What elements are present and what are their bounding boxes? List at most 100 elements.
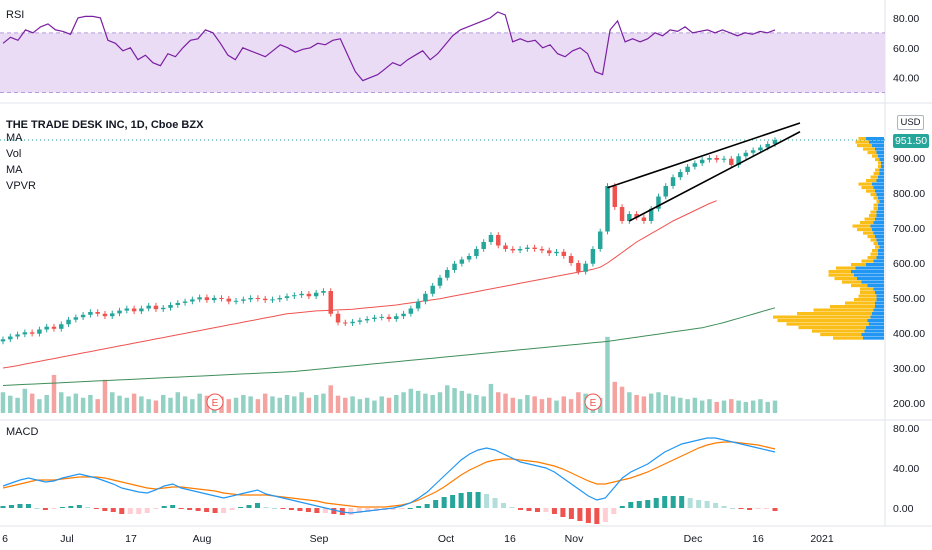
rsi-line [2, 11, 776, 82]
candle-body [648, 208, 654, 221]
volume-bar [321, 393, 326, 413]
volume-profile-down [786, 322, 869, 326]
macd-pane[interactable] [0, 437, 778, 524]
macd-histogram-bar [534, 508, 540, 512]
macd-title: MACD [6, 426, 39, 438]
volume-profile-down [867, 256, 877, 260]
volume-profile-up [873, 221, 884, 225]
volume-profile-up [866, 326, 884, 330]
volume-profile-up [873, 231, 884, 235]
candle-body [401, 313, 406, 317]
macd-histogram-bar [577, 508, 583, 521]
volume-bar [8, 395, 13, 413]
volume-profile-down [870, 238, 877, 242]
macd-histogram-bar [348, 508, 354, 515]
axis-layer: 80.0060.0040.00900.00800.00700.00600.005… [2, 13, 925, 545]
candle-body [117, 310, 122, 314]
volume-profile-up [876, 214, 884, 218]
macd-histogram-bar [670, 496, 676, 508]
volume-profile-down [828, 270, 851, 274]
volume-bar [350, 396, 355, 413]
macd-histogram-bar [424, 504, 430, 508]
macd-histogram-bar [204, 508, 210, 512]
rsi-pane[interactable] [0, 11, 885, 94]
candle-body [292, 295, 297, 297]
candle-body [270, 299, 275, 301]
macd-histogram-bar [653, 498, 659, 508]
volume-bar [262, 393, 268, 413]
volume-profile-up [876, 256, 884, 260]
macd-histogram-bar [763, 508, 770, 509]
rsi-title: RSI [6, 9, 25, 21]
candle-body [364, 319, 370, 321]
volume-bar [117, 395, 122, 413]
volume-bar [423, 393, 428, 413]
volume-profile-down [866, 189, 875, 193]
indicator-label-vol[interactable]: Vol [6, 148, 22, 160]
currency-selector[interactable]: USD [897, 115, 924, 130]
macd-axis-tick-1: 40.00 [893, 463, 919, 475]
volume-profile-down [857, 228, 872, 232]
volume-profile-down [872, 154, 878, 158]
candle-body [146, 305, 151, 309]
macd-histogram-bar [458, 493, 464, 508]
volume-bar [721, 400, 727, 413]
volume-bar [437, 392, 443, 413]
candle-body [153, 305, 159, 310]
volume-profile-up [870, 224, 884, 228]
volume-profile-down [834, 277, 857, 281]
candle-body [277, 298, 282, 300]
candle-body [394, 316, 399, 319]
candle-body [110, 313, 115, 317]
volume-bar [510, 397, 516, 413]
volume-bar [401, 392, 406, 413]
time-axis-tick-8: Dec [684, 533, 703, 545]
volume-bar [729, 399, 734, 413]
volume-profile-down [867, 235, 875, 239]
macd-histogram-bar [322, 508, 328, 513]
candle-body [546, 250, 552, 254]
volume-bar [277, 397, 282, 413]
candle-body [372, 317, 377, 319]
candle-body [80, 314, 86, 318]
volume-bar [313, 395, 319, 413]
volume-bar [386, 397, 392, 413]
candle-body [15, 334, 20, 337]
candle-body [765, 144, 770, 148]
volume-bar [168, 397, 173, 413]
candle-body [496, 235, 501, 246]
indicator-label-ma-2[interactable]: MA [6, 164, 23, 176]
candle-body [707, 158, 712, 160]
volume-profile-up [875, 301, 884, 305]
macd-histogram-bar [305, 508, 311, 512]
macd-histogram-bar [645, 500, 651, 508]
rsi-axis-tick-0: 80.00 [893, 13, 919, 25]
candle-body [415, 301, 421, 309]
volume-profile-up [878, 242, 884, 246]
macd-histogram-bar [560, 508, 566, 517]
volume-profile-down [820, 333, 862, 337]
volume-bar [95, 399, 100, 413]
candle-body [590, 249, 596, 264]
candle-body [561, 251, 567, 256]
volume-bar [190, 399, 195, 413]
volume-profile-up [876, 238, 884, 242]
volume-profile-up [875, 189, 884, 193]
macd-histogram-bar [450, 495, 456, 508]
indicator-label-ma-1[interactable]: MA [6, 132, 23, 144]
volume-bar [270, 396, 275, 413]
macd-histogram-bar [543, 508, 549, 512]
candle-body [517, 249, 523, 251]
volume-bar [758, 399, 763, 413]
candle-body [88, 312, 93, 315]
volume-bar [532, 396, 537, 413]
indicator-label-vpvr[interactable]: VPVR [6, 180, 36, 192]
macd-histogram-bar [110, 508, 116, 512]
symbol-title[interactable]: THE TRADE DESK INC, 1D, Cboe BZX [6, 119, 204, 131]
macd-histogram-bar [93, 508, 99, 509]
time-axis-tick-3: Aug [193, 533, 212, 545]
candle-body [211, 298, 217, 301]
volume-profile-up [872, 182, 884, 186]
